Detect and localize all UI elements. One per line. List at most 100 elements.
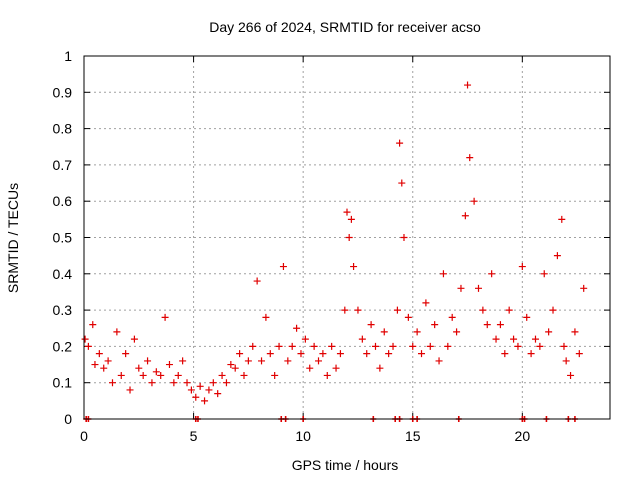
data-point <box>126 386 134 394</box>
data-point <box>165 361 173 369</box>
data-point <box>253 277 261 285</box>
data-point <box>545 328 553 336</box>
data-point <box>510 335 518 343</box>
data-point <box>262 313 270 321</box>
data-point <box>244 357 252 365</box>
data-point <box>319 350 327 358</box>
data-point <box>84 342 92 350</box>
data-point <box>113 328 121 336</box>
data-point <box>315 357 323 365</box>
data-point <box>347 215 355 223</box>
data-point <box>122 350 130 358</box>
data-point <box>571 328 579 336</box>
plot-frame <box>83 55 611 420</box>
y-tick-label: 0.8 <box>53 121 73 137</box>
data-point <box>376 364 384 372</box>
data-point <box>575 350 583 358</box>
y-tick-label: 0 <box>64 411 72 427</box>
data-point <box>192 393 200 401</box>
data-point <box>284 357 292 365</box>
data-point <box>144 357 152 365</box>
y-tick-label: 0.4 <box>53 266 73 282</box>
data-point <box>249 342 257 350</box>
data-point <box>183 379 191 387</box>
data-point <box>466 154 474 162</box>
data-point <box>501 350 509 358</box>
data-point <box>332 364 340 372</box>
x-tick-label: 5 <box>190 428 198 444</box>
data-point <box>258 357 266 365</box>
data-point <box>389 342 397 350</box>
data-point <box>558 215 566 223</box>
data-point <box>385 350 393 358</box>
data-point <box>157 371 165 379</box>
data-point <box>536 342 544 350</box>
data-point <box>435 357 443 365</box>
data-point <box>431 321 439 329</box>
y-tick-label: 0.6 <box>53 193 73 209</box>
data-point <box>475 284 482 292</box>
data-point <box>328 342 336 350</box>
chart-title: Day 266 of 2024, SRMTID for receiver acs… <box>209 19 481 35</box>
data-point <box>297 350 305 358</box>
data-point <box>470 197 478 205</box>
data-point <box>439 270 447 278</box>
data-point <box>288 342 296 350</box>
x-axis-label: GPS time / hours <box>292 457 399 473</box>
data-point <box>341 306 349 314</box>
data-point <box>293 324 301 332</box>
data-point <box>457 284 465 292</box>
data-point <box>505 306 513 314</box>
data-point <box>396 139 404 147</box>
data-point <box>354 306 362 314</box>
data-point <box>100 364 108 372</box>
data-point <box>214 390 222 398</box>
data-point <box>479 306 487 314</box>
data-point <box>518 263 526 271</box>
x-tick-label: 10 <box>295 428 311 444</box>
data-point <box>310 342 318 350</box>
y-tick-label: 0.1 <box>53 375 73 391</box>
data-point <box>523 313 531 321</box>
data-point <box>209 379 217 387</box>
data-point <box>205 386 213 394</box>
data-point <box>201 397 209 405</box>
data-point <box>567 371 575 379</box>
data-point <box>301 335 309 343</box>
y-tick-label: 0.9 <box>53 84 73 100</box>
data-point <box>488 270 496 278</box>
data-point <box>562 357 570 365</box>
y-axis-label: SRMTID / TECUs <box>5 183 21 293</box>
data-point <box>404 313 412 321</box>
data-point <box>580 284 588 292</box>
data-point <box>453 328 461 336</box>
data-point <box>174 371 182 379</box>
data-point <box>222 379 230 387</box>
data-point <box>560 342 568 350</box>
data-point <box>413 328 421 336</box>
data-point <box>553 252 561 260</box>
data-point <box>531 335 539 343</box>
y-tick-label: 0.2 <box>53 338 73 354</box>
data-points <box>81 81 588 405</box>
data-point <box>227 361 235 369</box>
data-point <box>179 357 187 365</box>
y-axis-ticks: 0 0.1 0.2 0.3 0.4 0.5 0.6 0.7 0.8 0.9 1 <box>53 48 610 427</box>
data-point <box>139 371 147 379</box>
x-tick-label: 15 <box>405 428 421 444</box>
data-point <box>306 364 314 372</box>
data-point <box>271 371 279 379</box>
data-point <box>152 368 160 376</box>
data-point <box>461 212 469 220</box>
data-point <box>148 379 156 387</box>
data-point <box>117 371 125 379</box>
data-point <box>135 364 143 372</box>
data-point <box>527 350 535 358</box>
x-axis-ticks: 0 5 10 15 20 <box>80 56 530 444</box>
grid-lines <box>84 56 610 419</box>
data-point <box>336 350 344 358</box>
x-tick-label: 20 <box>515 428 531 444</box>
data-point <box>418 350 426 358</box>
data-point <box>236 350 244 358</box>
